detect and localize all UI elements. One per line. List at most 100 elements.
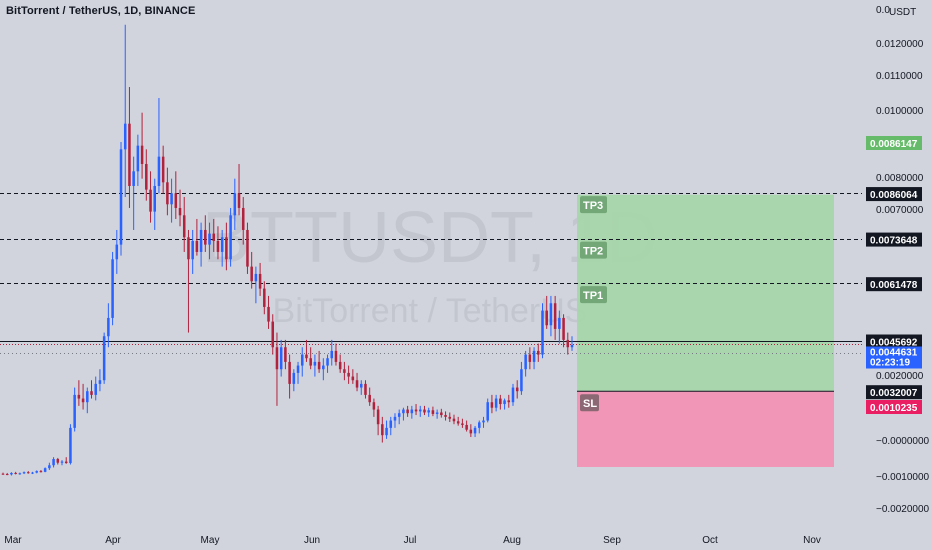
candle-body <box>111 259 114 318</box>
candle-body <box>86 391 89 403</box>
candle-body <box>123 123 127 150</box>
candle <box>364 380 367 399</box>
candle <box>233 178 237 230</box>
candle-body <box>69 427 72 464</box>
candle <box>31 471 34 475</box>
candle <box>56 457 60 465</box>
y-tick-label: −0.0020000 <box>876 504 930 515</box>
candle-body <box>220 237 224 252</box>
candle-body <box>313 361 317 366</box>
candle-body <box>558 317 561 329</box>
candle <box>81 383 85 410</box>
candle-body <box>157 156 161 186</box>
candle <box>313 354 317 377</box>
candle <box>119 142 123 256</box>
candle <box>77 380 81 406</box>
candle <box>237 163 241 216</box>
candle-body <box>461 423 464 425</box>
candle-body <box>145 163 148 190</box>
candle-body <box>423 409 426 413</box>
candle <box>385 420 388 439</box>
candle <box>494 394 498 412</box>
candle <box>1 472 5 475</box>
candle <box>558 310 561 344</box>
candle-body <box>562 317 565 340</box>
candle <box>22 471 26 475</box>
y-tick-label: 0.0070000 <box>876 205 924 216</box>
candle <box>562 314 565 348</box>
candle <box>376 405 380 436</box>
candle-body <box>18 473 22 475</box>
candle-body <box>389 420 393 428</box>
candle-body <box>566 339 570 348</box>
candle <box>204 215 207 252</box>
candle-body <box>48 465 51 469</box>
candle <box>499 394 502 410</box>
candle <box>161 145 165 194</box>
candle <box>393 413 397 428</box>
candle-body <box>31 472 34 474</box>
candle-body <box>376 409 380 425</box>
candle <box>199 222 203 267</box>
zone-label-sl: SL <box>580 394 599 412</box>
candle-body <box>128 123 131 186</box>
candle <box>73 387 76 432</box>
candle <box>389 416 393 436</box>
x-tick-label: Jun <box>304 535 320 546</box>
candle <box>402 407 405 421</box>
badge-zone-bottom: 0.0010235 <box>866 400 922 414</box>
badge-entry: 0.0045692 <box>866 334 922 349</box>
candle-body <box>511 387 515 403</box>
candle <box>452 414 456 425</box>
candle-body <box>393 416 397 421</box>
candle <box>157 98 161 194</box>
candle-body <box>326 358 329 366</box>
zone-label-tp1: TP1 <box>580 286 607 304</box>
candle <box>132 156 135 230</box>
candle-body <box>545 310 548 326</box>
candle-body <box>166 182 169 205</box>
y-tick-label: 0.0080000 <box>876 173 924 184</box>
candle <box>212 218 216 252</box>
svg-text:TP1: TP1 <box>583 290 603 302</box>
x-tick-label: Nov <box>803 535 821 546</box>
candle-body <box>309 358 312 366</box>
candle <box>250 251 253 289</box>
candle <box>545 295 548 329</box>
candle <box>43 467 47 473</box>
candle <box>69 424 72 465</box>
candle-body <box>77 394 81 399</box>
candle-body <box>456 421 460 424</box>
candle-body <box>448 416 452 419</box>
candle-body <box>98 380 102 384</box>
candle <box>338 354 342 373</box>
candle <box>60 460 64 466</box>
candle <box>469 424 473 438</box>
candle-body <box>136 145 140 172</box>
candle <box>102 332 106 384</box>
candle-body <box>549 303 553 326</box>
candle-body <box>225 237 228 260</box>
candle <box>300 347 304 377</box>
candle-body <box>490 402 494 408</box>
candle-body <box>1 473 5 475</box>
zone-label-tp2: TP2 <box>580 241 607 259</box>
candle <box>241 196 245 245</box>
candle-body <box>246 229 249 267</box>
candle <box>140 112 144 179</box>
candle <box>182 196 186 252</box>
candle <box>326 354 329 373</box>
candle-body <box>473 427 477 434</box>
x-tick-label: May <box>201 535 220 546</box>
candle-body <box>258 273 262 289</box>
y-tick-label: −0.0010000 <box>876 472 930 483</box>
candle-body <box>414 409 418 412</box>
candle-body <box>499 398 502 405</box>
candle-body <box>56 459 60 463</box>
candle <box>490 394 494 414</box>
candle-body <box>503 400 506 405</box>
candle <box>406 405 409 417</box>
candle <box>368 387 371 406</box>
candle-body <box>330 350 334 359</box>
